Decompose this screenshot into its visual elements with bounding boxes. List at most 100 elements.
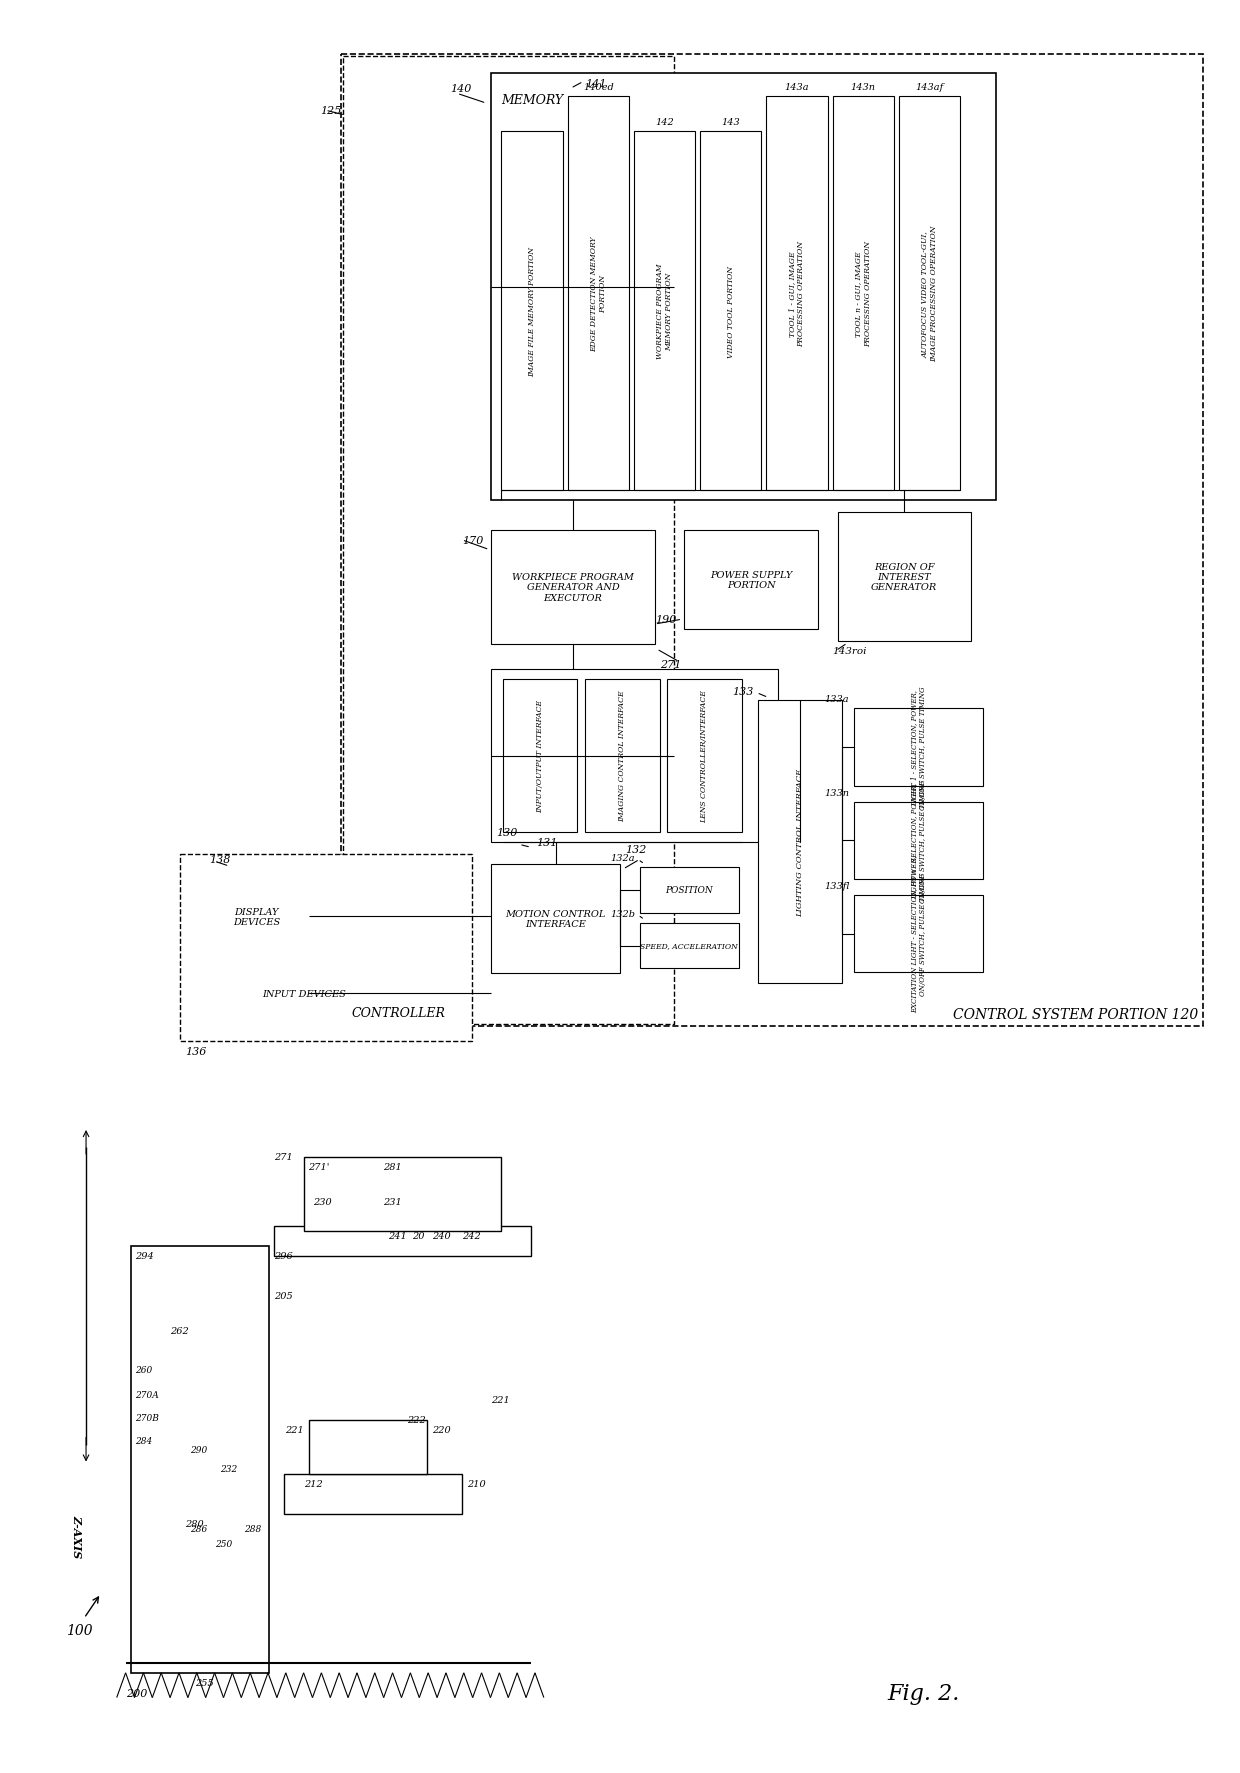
- Bar: [205, 869, 309, 965]
- Text: 281: 281: [383, 1161, 402, 1172]
- Text: WORKPIECE PROGRAM
GENERATOR AND
EXECUTOR: WORKPIECE PROGRAM GENERATOR AND EXECUTOR: [512, 573, 634, 603]
- Text: 230: 230: [314, 1197, 332, 1206]
- Bar: [854, 709, 983, 787]
- Text: 190: 190: [655, 615, 676, 624]
- Text: 255: 255: [195, 1677, 213, 1686]
- Text: 242: 242: [461, 1232, 481, 1241]
- Text: 262: 262: [170, 1326, 188, 1335]
- Text: 143roi: 143roi: [832, 647, 867, 656]
- Text: VIDEO TOOL PORTION: VIDEO TOOL PORTION: [727, 266, 735, 358]
- Text: 140ed: 140ed: [583, 83, 614, 92]
- Text: WORKPIECE PROGRAM
MEMORY PORTION: WORKPIECE PROGRAM MEMORY PORTION: [656, 264, 673, 360]
- Text: EDGE DETECTION MEMORY
PORTION: EDGE DETECTION MEMORY PORTION: [590, 236, 606, 351]
- Text: 296: 296: [274, 1252, 293, 1261]
- Text: 222: 222: [408, 1415, 427, 1424]
- Bar: [640, 924, 739, 968]
- Bar: [130, 1246, 269, 1674]
- Bar: [640, 867, 739, 913]
- Text: 142: 142: [655, 119, 673, 128]
- Text: 132: 132: [625, 844, 646, 855]
- Text: TOOL n - GUI, IMAGE
PROCESSING OPERATION: TOOL n - GUI, IMAGE PROCESSING OPERATION: [854, 241, 872, 348]
- Text: 271: 271: [660, 660, 681, 670]
- Text: SPEED, ACCELERATION: SPEED, ACCELERATION: [640, 941, 738, 950]
- Bar: [585, 679, 660, 833]
- Text: 221: 221: [285, 1425, 304, 1434]
- Text: 290: 290: [190, 1445, 207, 1454]
- Bar: [343, 57, 675, 1025]
- Bar: [899, 98, 960, 491]
- Text: 280: 280: [185, 1519, 203, 1528]
- Text: 286: 286: [190, 1525, 207, 1534]
- Text: 288: 288: [244, 1525, 262, 1534]
- Text: 271: 271: [274, 1152, 293, 1161]
- Text: 270A: 270A: [135, 1390, 159, 1399]
- Text: 200: 200: [125, 1688, 148, 1697]
- Bar: [491, 670, 779, 842]
- Text: IMAGE FILE MEMORY PORTION: IMAGE FILE MEMORY PORTION: [528, 246, 536, 376]
- Text: 205: 205: [274, 1291, 293, 1300]
- Text: MEMORY: MEMORY: [501, 94, 563, 106]
- Text: 133a: 133a: [825, 695, 849, 704]
- Text: 241: 241: [388, 1232, 407, 1241]
- Text: Fig. 2.: Fig. 2.: [887, 1681, 960, 1704]
- Text: TOOL 1 - GUI, IMAGE
PROCESSING OPERATION: TOOL 1 - GUI, IMAGE PROCESSING OPERATION: [789, 241, 806, 348]
- Text: 133fl: 133fl: [823, 881, 849, 890]
- Bar: [837, 512, 971, 642]
- Text: 143n: 143n: [851, 83, 875, 92]
- Text: INPUT DEVICES: INPUT DEVICES: [262, 989, 346, 998]
- Bar: [667, 679, 742, 833]
- Bar: [491, 74, 996, 500]
- Bar: [284, 1475, 461, 1514]
- Text: 143af: 143af: [915, 83, 944, 92]
- Bar: [832, 98, 894, 491]
- Text: 20: 20: [413, 1232, 425, 1241]
- Text: 130: 130: [496, 828, 518, 839]
- Text: LIGHT n - SELECTION, POWER,
ON/OFF SWITCH, PULSE TIMING: LIGHT n - SELECTION, POWER, ON/OFF SWITC…: [910, 778, 928, 902]
- Text: CONTROL SYSTEM PORTION 120: CONTROL SYSTEM PORTION 120: [954, 1007, 1198, 1021]
- Text: 143a: 143a: [785, 83, 810, 92]
- Text: 260: 260: [135, 1365, 153, 1374]
- Bar: [701, 131, 761, 491]
- Bar: [854, 801, 983, 879]
- Text: DISPLAY
DEVICES: DISPLAY DEVICES: [233, 908, 280, 927]
- Text: 136: 136: [185, 1046, 206, 1057]
- Text: 284: 284: [135, 1436, 153, 1445]
- Bar: [491, 865, 620, 973]
- Text: 138: 138: [210, 855, 231, 865]
- Text: 212: 212: [304, 1479, 322, 1489]
- Bar: [180, 855, 471, 1041]
- Text: IMAGING CONTROL INTERFACE: IMAGING CONTROL INTERFACE: [619, 690, 626, 823]
- Bar: [491, 530, 655, 645]
- Text: 294: 294: [135, 1252, 154, 1261]
- Text: 270B: 270B: [135, 1413, 160, 1422]
- Text: 240: 240: [432, 1232, 451, 1241]
- Bar: [239, 959, 368, 1028]
- Bar: [304, 1158, 501, 1232]
- Bar: [766, 98, 827, 491]
- Bar: [759, 700, 842, 984]
- Text: 125: 125: [320, 106, 341, 115]
- Bar: [503, 679, 578, 833]
- Text: CONTROLLER: CONTROLLER: [351, 1007, 445, 1019]
- Text: 132a: 132a: [610, 855, 635, 863]
- Bar: [274, 1227, 531, 1257]
- Text: LENS CONTROLLER/INTERFACE: LENS CONTROLLER/INTERFACE: [701, 690, 708, 823]
- Text: INPUT/OUTPUT INTERFACE: INPUT/OUTPUT INTERFACE: [537, 700, 544, 812]
- Text: 133: 133: [732, 686, 754, 697]
- Bar: [341, 55, 1203, 1027]
- Text: 220: 220: [432, 1425, 451, 1434]
- Text: POSITION: POSITION: [666, 886, 713, 895]
- Bar: [309, 1420, 428, 1475]
- Text: 132b: 132b: [610, 910, 635, 918]
- Text: 140: 140: [450, 85, 471, 94]
- Text: 133n: 133n: [825, 789, 849, 798]
- Text: 143: 143: [722, 119, 740, 128]
- Text: Z-AXIS: Z-AXIS: [72, 1514, 83, 1557]
- Text: 170: 170: [463, 535, 484, 546]
- Text: 100: 100: [66, 1624, 93, 1636]
- Text: 141: 141: [585, 80, 606, 89]
- Text: 232: 232: [219, 1464, 237, 1473]
- Text: 231: 231: [383, 1197, 402, 1206]
- Text: REGION OF
INTEREST
GENERATOR: REGION OF INTEREST GENERATOR: [872, 562, 937, 592]
- Text: MOTION CONTROL
INTERFACE: MOTION CONTROL INTERFACE: [506, 910, 606, 929]
